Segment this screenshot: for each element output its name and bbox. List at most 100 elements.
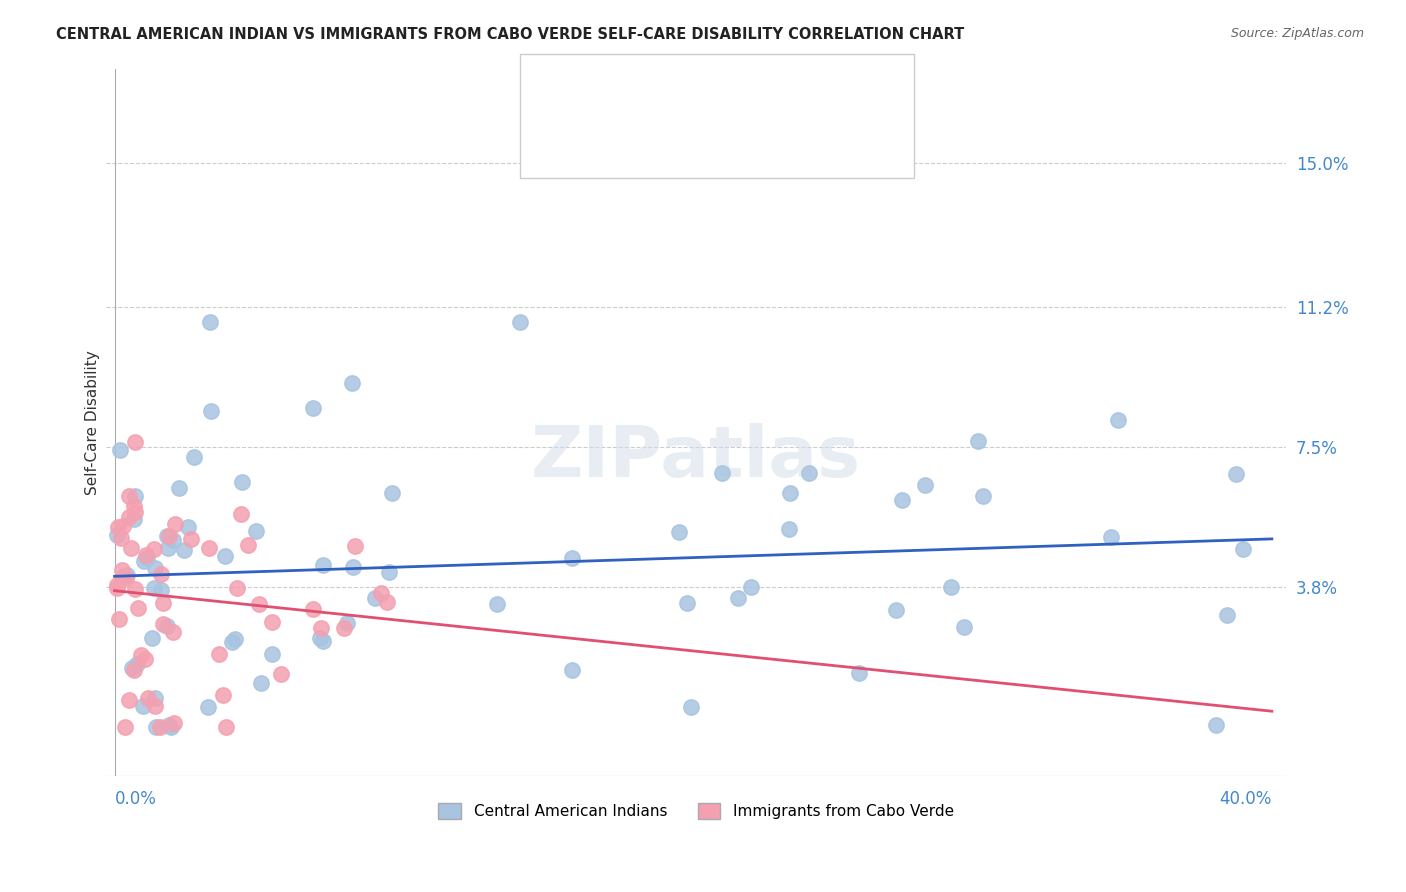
Point <box>134 651 156 665</box>
Point <box>152 616 174 631</box>
Point <box>1232 542 1254 557</box>
Point <box>198 315 221 329</box>
Point <box>107 578 129 592</box>
Point <box>208 647 231 661</box>
Point <box>111 563 134 577</box>
Point <box>152 596 174 610</box>
Point <box>378 565 401 579</box>
Point <box>124 435 146 450</box>
Point <box>972 489 994 503</box>
Point <box>247 597 270 611</box>
Point <box>309 621 332 635</box>
Point <box>143 698 166 713</box>
Point <box>107 520 129 534</box>
Point <box>141 631 163 645</box>
Point <box>302 401 325 416</box>
Text: R =: R = <box>576 82 610 96</box>
Point <box>160 720 183 734</box>
Point <box>122 663 145 677</box>
Point <box>127 657 149 671</box>
Point <box>143 560 166 574</box>
Point <box>953 620 976 634</box>
Point <box>890 492 912 507</box>
Point <box>115 571 138 585</box>
Point <box>163 517 186 532</box>
Text: R =: R = <box>576 120 610 134</box>
Point <box>914 477 936 491</box>
Text: 40.0%: 40.0% <box>1219 790 1272 808</box>
Point <box>778 522 800 536</box>
Text: ZIPatlas: ZIPatlas <box>531 423 860 492</box>
Point <box>727 591 749 606</box>
Point <box>212 689 235 703</box>
Point <box>117 509 139 524</box>
Point <box>740 580 762 594</box>
Point <box>157 529 180 543</box>
Point <box>249 676 271 690</box>
Text: 0.0%: 0.0% <box>114 790 156 808</box>
Point <box>681 699 703 714</box>
Point <box>302 602 325 616</box>
Point <box>149 720 172 734</box>
Point <box>370 586 392 600</box>
Text: 0.073: 0.073 <box>626 120 673 134</box>
Point <box>156 619 179 633</box>
Text: 51: 51 <box>742 120 763 134</box>
Point <box>110 442 132 457</box>
Point <box>336 616 359 631</box>
Point <box>118 693 141 707</box>
Point <box>115 568 138 582</box>
Point <box>156 541 179 555</box>
Point <box>1216 608 1239 623</box>
Point <box>136 690 159 705</box>
Text: CENTRAL AMERICAN INDIAN VS IMMIGRANTS FROM CABO VERDE SELF-CARE DISABILITY CORRE: CENTRAL AMERICAN INDIAN VS IMMIGRANTS FR… <box>56 27 965 42</box>
Point <box>107 528 129 542</box>
Point <box>214 549 236 563</box>
Point <box>149 583 172 598</box>
Point <box>245 524 267 539</box>
Point <box>333 621 356 635</box>
Point <box>143 691 166 706</box>
Text: Source: ZipAtlas.com: Source: ZipAtlas.com <box>1230 27 1364 40</box>
Point <box>145 720 167 734</box>
Point <box>136 551 159 566</box>
Point <box>966 434 988 448</box>
Point <box>342 560 364 574</box>
Text: 0.102: 0.102 <box>626 82 673 96</box>
Point <box>162 624 184 639</box>
Point <box>173 542 195 557</box>
Point <box>312 633 335 648</box>
Point <box>262 647 284 661</box>
Point <box>309 631 332 645</box>
Point <box>231 475 253 489</box>
Y-axis label: Self-Care Disability: Self-Care Disability <box>86 350 100 495</box>
Point <box>1225 467 1247 481</box>
Point <box>127 601 149 615</box>
Point <box>129 648 152 662</box>
Point <box>108 612 131 626</box>
Text: N =: N = <box>696 82 730 96</box>
Text: 73: 73 <box>742 82 763 96</box>
Point <box>509 315 531 329</box>
Point <box>167 481 190 495</box>
Point <box>340 376 363 390</box>
Point <box>131 698 153 713</box>
Point <box>236 538 259 552</box>
Point <box>142 541 165 556</box>
Point <box>200 403 222 417</box>
Point <box>711 467 734 481</box>
Text: N =: N = <box>696 120 730 134</box>
Point <box>132 553 155 567</box>
Point <box>364 591 387 606</box>
Point <box>197 541 219 555</box>
Point <box>183 450 205 464</box>
Point <box>797 467 820 481</box>
Point <box>668 524 690 539</box>
Point <box>124 512 146 526</box>
Point <box>118 489 141 503</box>
Point <box>122 499 145 513</box>
Point <box>124 582 146 597</box>
Point <box>262 615 284 629</box>
Point <box>197 700 219 714</box>
Point <box>124 489 146 503</box>
